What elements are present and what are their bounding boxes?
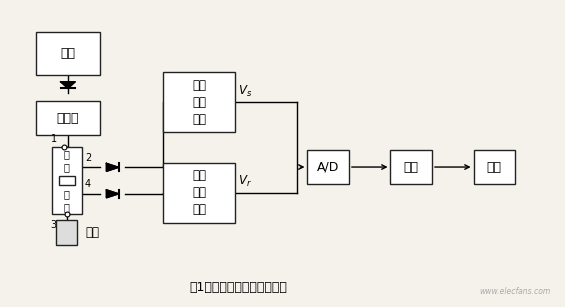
Text: 扰摸器: 扰摸器 [56,112,79,125]
Text: 1: 1 [51,134,57,145]
Bar [307,150,349,184]
Bar [163,72,236,132]
Text: 放大
滤波
检波: 放大 滤波 检波 [193,79,206,126]
Bar [36,32,100,75]
Text: $V_r$: $V_r$ [238,174,252,189]
Text: 显示: 显示 [487,161,502,173]
Bar [51,147,82,214]
Text: www.elecfans.com: www.elecfans.com [480,287,551,296]
Bar [390,150,432,184]
Polygon shape [106,190,119,198]
Polygon shape [60,82,75,88]
Polygon shape [106,163,119,171]
Text: 放大
滤波
检波: 放大 滤波 检波 [193,169,206,216]
Text: 微机: 微机 [404,161,419,173]
Text: $V_s$: $V_s$ [238,84,253,99]
Text: A/D: A/D [317,161,340,173]
Bar [163,162,236,223]
Bar [56,220,77,245]
Bar [59,176,75,185]
Text: 图1：光纤传感器的工作原理: 图1：光纤传感器的工作原理 [189,281,287,294]
Bar [473,150,515,184]
Text: 4: 4 [85,179,91,189]
Text: 方
向
耦
合
器: 方 向 耦 合 器 [64,149,69,212]
Text: 2: 2 [85,153,91,163]
Text: 探头: 探头 [86,226,99,239]
Text: 3: 3 [51,220,57,230]
Text: 光源: 光源 [60,47,76,60]
Bar [36,101,100,135]
